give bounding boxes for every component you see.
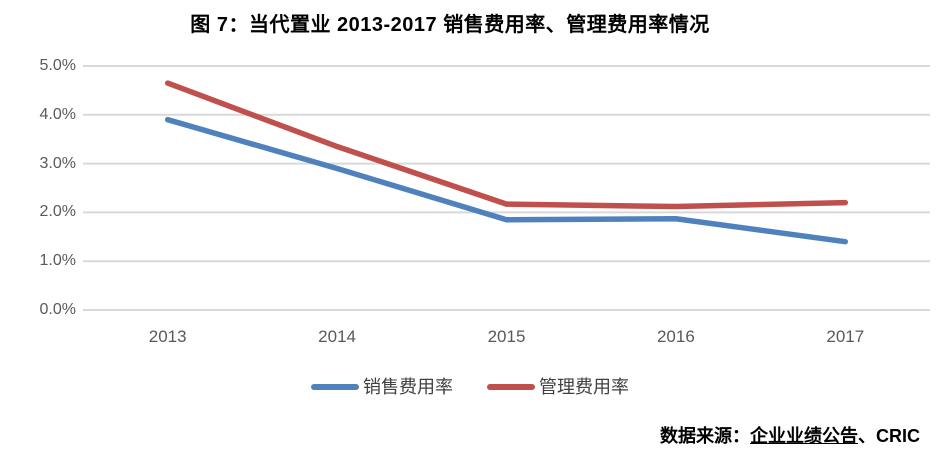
legend-line-marker	[311, 384, 359, 390]
source-underlined-text: 企业业绩公告	[750, 426, 858, 446]
x-tick-label: 2014	[318, 327, 356, 346]
legend-label: 管理费用率	[539, 377, 629, 397]
y-tick-label: 0.0%	[39, 301, 76, 318]
x-tick-label: 2016	[656, 327, 695, 346]
legend-item: 管理费用率	[487, 378, 629, 396]
x-tick-label: 2013	[148, 327, 187, 346]
y-tick-label: 4.0%	[39, 105, 76, 123]
series-line-管理费用率	[164, 80, 849, 210]
source-note: 数据来源：企业业绩公告、CRIC	[660, 422, 920, 448]
y-tick-label: 2.0%	[39, 203, 76, 221]
y-tick-label: 1.0%	[39, 252, 76, 270]
y-tick-label: 3.0%	[39, 154, 76, 172]
legend-item: 销售费用率	[311, 378, 453, 396]
series-line-销售费用率	[164, 116, 849, 245]
chart-title: 图 7：当代置业 2013-2017 销售费用率、管理费用率情况	[190, 14, 710, 36]
legend: 销售费用率 管理费用率	[0, 378, 940, 396]
source-suffix: 、CRIC	[858, 426, 920, 446]
legend-label: 销售费用率	[363, 377, 453, 397]
y-tick-label: 5.0%	[39, 57, 76, 74]
x-tick-label: 2017	[826, 327, 865, 346]
x-tick-label: 2015	[487, 327, 526, 346]
source-prefix: 数据来源：	[660, 426, 750, 446]
legend-line-marker	[487, 384, 535, 390]
